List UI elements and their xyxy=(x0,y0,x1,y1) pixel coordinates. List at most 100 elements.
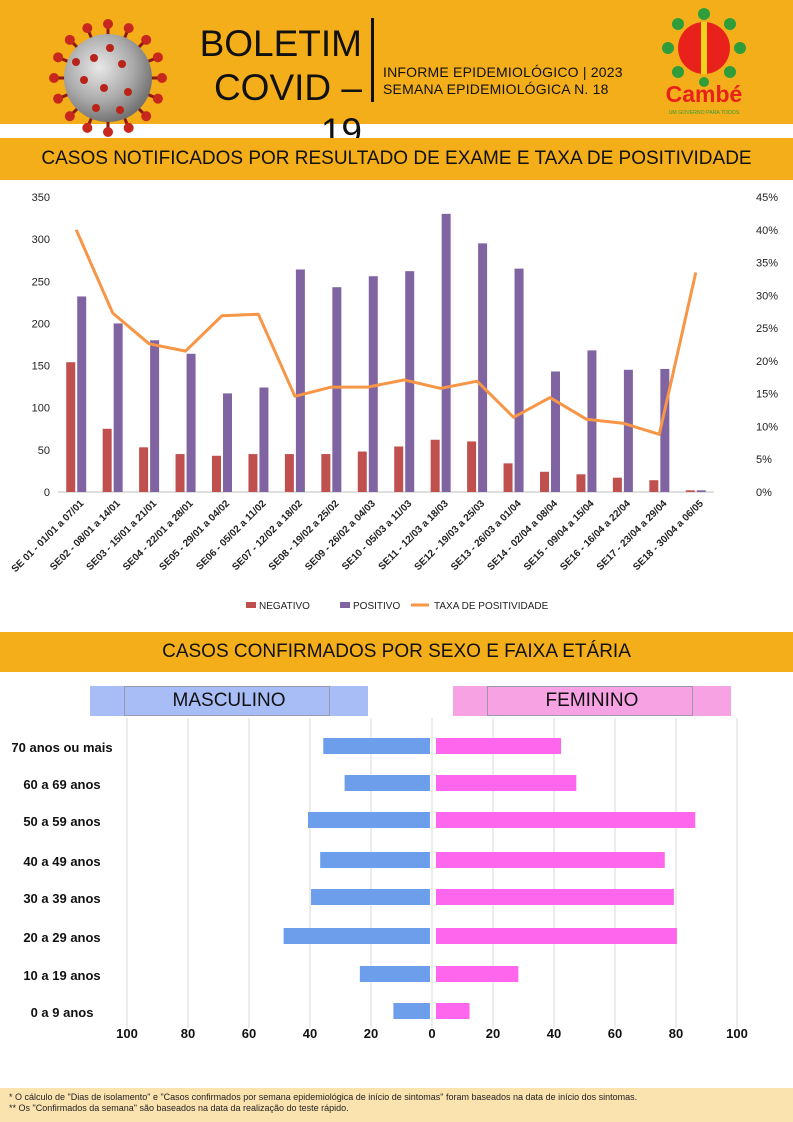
x-tick-label: 20 xyxy=(364,1026,378,1041)
x-tick-label: SE14 - 02/04 a 08/04 xyxy=(485,498,560,573)
bar-feminino xyxy=(436,852,665,868)
bar-positivo xyxy=(77,296,87,492)
x-tick-label: SE04 - 22/01 a 28/01 xyxy=(121,498,196,573)
bar-negativo xyxy=(212,455,221,492)
y2-tick-label: 0% xyxy=(756,487,772,499)
female-label: FEMININO xyxy=(545,690,639,711)
x-tick-label: 40 xyxy=(547,1026,561,1041)
x-tick-label: SE11 - 12/03 a 18/03 xyxy=(377,498,452,573)
x-tick-label: SE16 - 16/04 a 22/04 xyxy=(558,498,633,573)
section-title-tests: CASOS NOTIFICADOS POR RESULTADO DE EXAME… xyxy=(0,138,793,180)
y-tick-label: 0 xyxy=(44,487,50,499)
y2-tick-label: 20% xyxy=(756,356,778,368)
y2-tick-label: 15% xyxy=(756,389,778,401)
x-tick-label: SE18 - 30/04 a 06/05 xyxy=(631,498,706,573)
x-tick-label: SE02 - 08/01 a 14/01 xyxy=(48,498,123,573)
bar-negativo xyxy=(576,474,586,492)
bar-negativo xyxy=(321,454,331,492)
bar-masculino xyxy=(344,775,430,791)
y2-tick-label: 35% xyxy=(756,258,778,270)
x-tick-label: SE 01 - 01/01 a 07/01 xyxy=(10,498,87,575)
x-tick-label: SE09 - 26/02 a 04/03 xyxy=(303,498,378,573)
x-tick-label: 20 xyxy=(486,1026,500,1041)
age-group-label: 40 a 49 anos xyxy=(23,854,100,869)
tests-positivity-chart: 0 50 100 150 200 250 300 350 0% 5% 10% 15% 20% 25% 30%… xyxy=(10,192,778,612)
legend-label-positivo: POSITIVO xyxy=(353,601,400,612)
bar-positivo xyxy=(551,371,560,492)
x-tick-label: 100 xyxy=(726,1026,748,1041)
bar-feminino xyxy=(436,966,519,982)
x-tick-label: SE15 - 09/04 a 15/04 xyxy=(522,498,597,573)
bar-negativo xyxy=(394,446,404,492)
info-line-2: SEMANA EPIDEMIOLÓGICA N. 18 xyxy=(383,81,609,97)
bar-negativo xyxy=(66,362,76,492)
bar-positivo xyxy=(623,369,633,492)
age-group-label: 50 a 59 anos xyxy=(23,814,100,829)
info-line-1: INFORME EPIDEMIOLÓGICO | 2023 xyxy=(383,64,623,80)
bar-negativo xyxy=(284,454,294,492)
bar-positivo xyxy=(150,340,160,492)
bulletin-title: BOLETIM COVID – 19 xyxy=(176,22,362,154)
y2-tick-label: 40% xyxy=(756,225,778,237)
header-divider xyxy=(371,18,374,102)
bar-negativo xyxy=(612,477,622,492)
title-line-1: BOLETIM xyxy=(199,23,362,64)
bar-negativo xyxy=(248,454,258,492)
x-tick-label: SE03 - 15/01 a 21/01 xyxy=(85,498,160,573)
legend-swatch-positivo xyxy=(340,602,350,608)
age-group-label: 70 anos ou mais xyxy=(11,740,112,755)
y-tick-label: 100 xyxy=(32,403,50,415)
x-tick-label: 80 xyxy=(181,1026,195,1041)
bar-positivo xyxy=(441,213,451,492)
x-tick-label: SE07 - 12/02 a 18/02 xyxy=(230,498,305,573)
age-group-label: 30 a 39 anos xyxy=(23,891,100,906)
footnotes: * O cálculo de "Dias de isolamento" e "C… xyxy=(0,1088,793,1122)
x-tick-label: SE12 - 19/03 a 25/03 xyxy=(413,498,488,573)
bar-feminino xyxy=(436,812,696,828)
section-title-sex-age: CASOS CONFIRMADOS POR SEXO E FAIXA ETÁRI… xyxy=(0,632,793,672)
bar-positivo xyxy=(223,393,232,492)
bar-masculino xyxy=(323,738,430,754)
bar-negativo xyxy=(102,428,112,492)
x-tick-label: 40 xyxy=(303,1026,317,1041)
bar-masculino xyxy=(311,889,430,905)
y-tick-label: 200 xyxy=(32,318,50,330)
y-tick-label: 150 xyxy=(32,361,50,373)
bar-positivo xyxy=(660,368,670,492)
bar-feminino xyxy=(436,1003,470,1019)
bar-positivo xyxy=(186,353,196,492)
logo-tagline: UM GOVERNO PARA TODOS xyxy=(669,110,740,116)
x-tick-label: SE05 - 29/01 a 04/02 xyxy=(157,498,232,573)
bar-negativo xyxy=(175,454,185,492)
male-header-frame xyxy=(124,686,330,716)
bar-negativo xyxy=(503,463,513,492)
bar-positivo xyxy=(478,243,488,492)
y2-tick-label: 30% xyxy=(756,290,778,302)
y2-tick-label: 5% xyxy=(756,454,772,466)
age-group-label: 60 a 69 anos xyxy=(23,777,100,792)
bar-masculino xyxy=(320,852,430,868)
x-tick-label: SE10 - 05/03 a 11/03 xyxy=(340,498,415,573)
bar-positivo xyxy=(113,323,123,492)
bar-negativo xyxy=(357,451,367,492)
logo-text: Cambé xyxy=(666,81,743,107)
y-tick-label: 350 xyxy=(32,192,50,204)
bar-positivo xyxy=(332,287,342,492)
age-group-label: 20 a 29 anos xyxy=(23,930,100,945)
y-tick-label: 50 xyxy=(38,445,50,457)
bar-negativo xyxy=(540,471,549,492)
legend-label-negativo: NEGATIVO xyxy=(259,601,310,612)
x-tick-label: 60 xyxy=(608,1026,622,1041)
age-group-label: 0 a 9 anos xyxy=(31,1005,94,1020)
bar-negativo xyxy=(685,490,695,492)
bar-positivo xyxy=(368,276,378,492)
y-tick-label: 250 xyxy=(32,276,50,288)
bar-masculino xyxy=(283,928,430,944)
y-tick-label: 300 xyxy=(32,234,50,246)
legend-label-taxa: TAXA DE POSITIVIDADE xyxy=(434,601,549,612)
coronavirus-icon xyxy=(49,19,167,137)
bar-masculino xyxy=(308,812,430,828)
sex-age-pyramid-chart: 100 80 60 40 20 0 20 40 60 80 100 70 anos ou mais 60… xyxy=(11,718,748,1041)
bar-feminino xyxy=(436,775,577,791)
bar-positivo xyxy=(295,269,305,492)
